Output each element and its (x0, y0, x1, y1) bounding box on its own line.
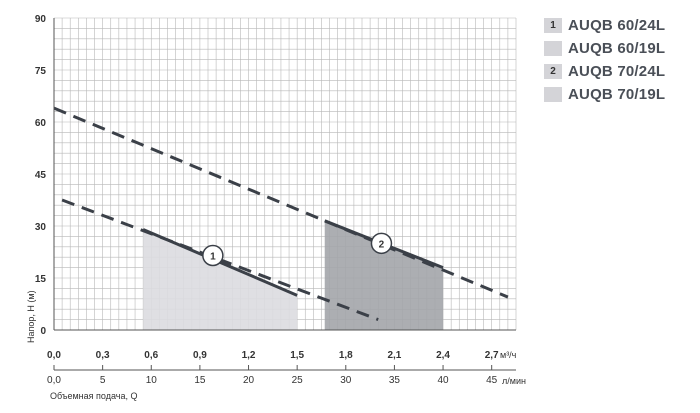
x2-tick-label: 30 (340, 375, 352, 386)
x-tick-label: 2,7 (485, 350, 499, 361)
legend-swatch: 1 (544, 18, 562, 33)
y-tick-label: 75 (35, 66, 47, 77)
legend-swatch (544, 41, 562, 56)
legend-item: AUQB 70/19L (544, 83, 665, 106)
x-tick-label: 0,9 (193, 350, 207, 361)
x-tick-label: 1,5 (290, 350, 304, 361)
series-line (53, 106, 509, 299)
x-axis-label: Объемная подача, Q (50, 391, 137, 401)
x2-tick-label: 5 (100, 375, 106, 386)
x-tick-label: 0,0 (47, 350, 61, 361)
x-tick-label: 1,2 (242, 350, 256, 361)
legend-swatch (544, 87, 562, 102)
x2-tick-label: 45 (486, 375, 498, 386)
x2-tick-label: 0,0 (47, 375, 61, 386)
operating-area (324, 220, 444, 330)
curve-number-label: 2 (379, 239, 385, 250)
x-tick-label: 1,8 (339, 350, 353, 361)
x2-tick-label: 40 (437, 375, 449, 386)
legend-item: 2 AUQB 70/24L (544, 60, 665, 83)
axes (53, 18, 516, 371)
x-tick-label: 0,6 (144, 350, 158, 361)
x2-tick-label: 20 (243, 375, 255, 386)
y-tick-label: 60 (35, 118, 47, 129)
legend-item: AUQB 60/19L (544, 37, 665, 60)
legend-label: AUQB 70/19L (568, 86, 666, 103)
legend-swatch: 2 (544, 64, 562, 79)
curve-number-marker (370, 232, 393, 255)
legend-label: AUQB 60/24L (568, 17, 666, 34)
y-axis-label: Напор, H (м) (26, 290, 36, 343)
legend-label: AUQB 70/24L (568, 63, 666, 80)
y-tick-label: 0 (40, 326, 46, 337)
x2-tick-label: 25 (292, 375, 304, 386)
y-tick-label: 90 (35, 14, 47, 25)
legend: 1 AUQB 60/24L AUQB 60/19L 2 AUQB 70/24L … (544, 14, 665, 106)
x-bottom-unit: л/мин (502, 376, 526, 386)
x-tick-label: 0,3 (96, 350, 110, 361)
legend-item: 1 AUQB 60/24L (544, 14, 665, 37)
curve-number-marker (202, 244, 224, 267)
operating-area (143, 229, 298, 330)
y-tick-label: 30 (35, 222, 47, 233)
curve-markers: 12 (202, 232, 393, 267)
x-tick-label: 2,1 (387, 350, 401, 361)
x2-tick-label: 10 (146, 375, 158, 386)
legend-label: AUQB 60/19L (568, 40, 666, 57)
curve-areas (143, 220, 444, 330)
y-tick-label: 45 (35, 170, 47, 181)
x-tick-label: 2,4 (436, 350, 450, 361)
x2-tick-label: 35 (389, 375, 401, 386)
curve-number-label: 1 (210, 251, 216, 262)
x-top-unit: м³/ч (500, 350, 517, 360)
x2-tick-label: 15 (194, 375, 206, 386)
y-tick-label: 15 (35, 274, 47, 285)
